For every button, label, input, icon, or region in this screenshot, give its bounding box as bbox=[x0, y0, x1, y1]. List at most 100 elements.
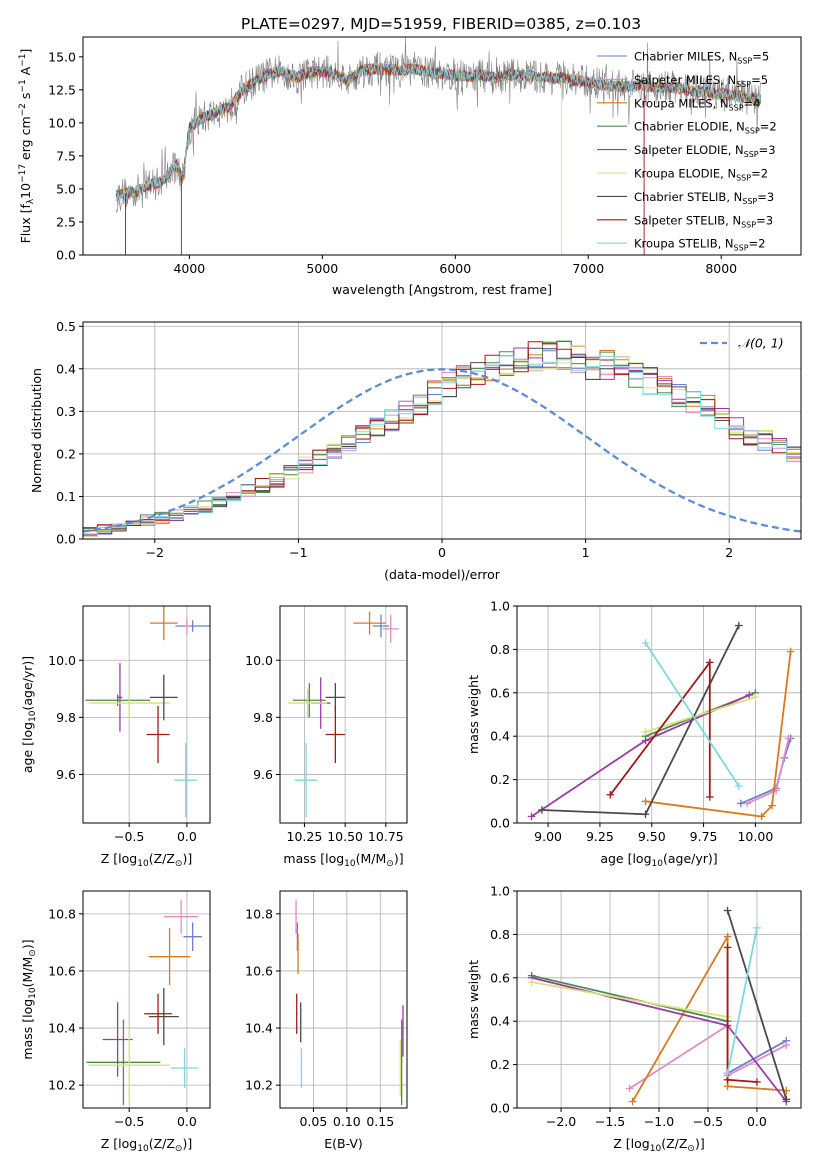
axis-label-part: −1 bbox=[18, 54, 28, 67]
weight-line-kroupa-miles bbox=[645, 651, 792, 818]
weight-vs-z-panel: −2.0 −1.5 −1.0 −0.5 0.0 0.0 0.2 0.4 0.6 0.8 1.0 Z [… bbox=[466, 884, 802, 1154]
y-tick-label: 1.0 bbox=[490, 599, 510, 614]
x-axis-label: Z [log10(Z/Z⊙)] bbox=[101, 851, 192, 869]
legend-label: Chabrier ELODIE, NSSP=2 bbox=[634, 120, 777, 136]
x-tick-label: 9.25 bbox=[586, 829, 614, 844]
y-tick-label: 1.0 bbox=[490, 884, 510, 899]
y-axis-label: mass weight bbox=[466, 960, 481, 1039]
axis-label-part: age [log bbox=[20, 722, 35, 773]
x-tick-label: 0 bbox=[438, 545, 446, 560]
legend-label: Kroupa STELIB, NSSP=2 bbox=[634, 237, 765, 253]
residual-histogram-salpeter-stelib bbox=[83, 341, 801, 532]
axis-label-part: )] bbox=[182, 1136, 192, 1151]
y-axis-label: Normed distribution bbox=[29, 368, 44, 493]
y-tick-label: 9.8 bbox=[56, 710, 76, 725]
plot-area bbox=[83, 340, 801, 537]
legend-text: Chabrier ELODIE, N bbox=[634, 120, 745, 134]
y-tick-label: 9.6 bbox=[56, 767, 76, 782]
legend-text: Chabrier STELIB, N bbox=[634, 190, 742, 204]
axis-label-part: )] bbox=[394, 851, 404, 866]
axis-label-part: 10 bbox=[28, 987, 38, 999]
age-vs-mass-panel: 10.25 10.50 10.75 9.6 9.8 10.0 mass [log10(M/M… bbox=[245, 605, 408, 869]
axis-label-part: mass [log bbox=[283, 851, 344, 866]
x-tick-label: 0.0 bbox=[177, 1114, 197, 1129]
legend-sub: SSP bbox=[734, 244, 749, 253]
axis-label-part: )] bbox=[695, 1136, 705, 1151]
y-tick-label: 10.0 bbox=[245, 653, 273, 668]
x-tick-label: −1.5 bbox=[595, 1114, 625, 1129]
legend-sub: SSP bbox=[745, 127, 760, 136]
x-tick-label: −1.0 bbox=[644, 1114, 674, 1129]
axes-frame bbox=[82, 890, 211, 1109]
plot-area bbox=[288, 611, 399, 818]
axis-label-part: 10 bbox=[344, 859, 356, 869]
legend-label: Chabrier MILES, NSSP=5 bbox=[634, 50, 769, 66]
x-axis-label: E(B-V) bbox=[324, 1136, 363, 1151]
axis-label-part: s bbox=[18, 93, 33, 104]
axes-frame bbox=[82, 605, 211, 824]
axis-label-part: (age/yr)] bbox=[663, 851, 718, 866]
x-axis-label: age [log10(age/yr)] bbox=[600, 851, 717, 869]
y-axis-label: mass [log10(M/M⊙)] bbox=[20, 939, 38, 1059]
legend-text: Kroupa STELIB, N bbox=[634, 237, 734, 251]
residual-histogram-kroupa-stelib bbox=[83, 355, 801, 535]
legend-label: Kroupa MILES, NSSP=4 bbox=[634, 96, 760, 112]
y-tick-label: 9.8 bbox=[253, 710, 273, 725]
weight-line-chabrier-miles bbox=[740, 738, 792, 805]
axis-label-part: ⊙ bbox=[386, 859, 394, 869]
axis-label-part: erg cm bbox=[18, 116, 33, 164]
x-tick-label: 4000 bbox=[173, 261, 205, 276]
legend-sub: SSP bbox=[729, 103, 744, 112]
y-tick-label: 10.2 bbox=[48, 1078, 76, 1093]
weight-line-kroupa-elodie bbox=[531, 981, 728, 1018]
axis-label-part: λ bbox=[26, 198, 36, 204]
y-tick-label: 0.2 bbox=[56, 446, 76, 461]
plot-area bbox=[527, 906, 791, 1106]
x-tick-label: 10.00 bbox=[737, 829, 773, 844]
weight-line-chabrier-elodie bbox=[531, 974, 728, 1023]
weight-vs-age-panel: 9.00 9.25 9.50 9.75 10.00 0.0 0.2 0.4 0.6 0.8 1.0 a… bbox=[466, 599, 802, 869]
x-tick-label: −2 bbox=[146, 545, 164, 560]
legend-tail: =4 bbox=[744, 96, 761, 110]
x-tick-label: 6000 bbox=[439, 261, 471, 276]
x-tick-label: 0.15 bbox=[366, 1114, 394, 1129]
legend-tail: =2 bbox=[749, 237, 766, 251]
y-axis-label: age [log10(age/yr)] bbox=[20, 656, 38, 773]
y-tick-label: 7.5 bbox=[56, 148, 76, 163]
axis-label-part: )] bbox=[20, 939, 35, 949]
legend-label: Kroupa ELODIE, NSSP=2 bbox=[634, 167, 768, 183]
y-tick-label: 15.0 bbox=[48, 49, 76, 64]
axis-label-part: ⊙ bbox=[687, 1144, 695, 1154]
legend-sub: SSP bbox=[736, 80, 751, 89]
legend-text: Chabrier MILES, N bbox=[634, 50, 737, 64]
y-tick-label: 0.2 bbox=[490, 1057, 510, 1072]
mass-vs-ebv-panel: 0.05 0.10 0.15 10.2 10.4 10.6 10.8 E(B-V) bbox=[245, 890, 408, 1151]
weight-line-chabrier-miles bbox=[727, 1039, 787, 1075]
weight-line-salpeter-stelib bbox=[609, 659, 711, 797]
x-tick-label: −0.5 bbox=[114, 1114, 144, 1129]
x-tick-label: −0.5 bbox=[114, 829, 144, 844]
legend-tail: =3 bbox=[756, 213, 773, 227]
y-tick-label: 2.5 bbox=[56, 214, 76, 229]
x-axis-label: wavelength [Angstrom, rest frame] bbox=[332, 282, 552, 297]
weight-line-kroupa-stelib bbox=[726, 927, 758, 1074]
axis-label-part: (Z/Z bbox=[149, 851, 175, 866]
legend-tail: =2 bbox=[760, 120, 777, 134]
legend-tail: =5 bbox=[751, 73, 768, 87]
axis-label-part: Z [log bbox=[101, 851, 137, 866]
legend-tail: =3 bbox=[757, 190, 774, 204]
legend-text: Salpeter STELIB, N bbox=[634, 213, 741, 227]
y-tick-label: 5.0 bbox=[56, 181, 76, 196]
legend-tail: =3 bbox=[759, 143, 776, 157]
y-axis-label: Flux [fλ10−17 erg cm−2 s−1 A−1] bbox=[18, 49, 36, 244]
age-vs-z-panel: −0.5 0.09.69.810.0Z [log10(Z/Z⊙)]age [log… bbox=[20, 605, 211, 869]
model-spectrum-kroupa-stelib bbox=[115, 62, 762, 202]
axis-label-part: −1 bbox=[18, 79, 28, 92]
x-tick-label: 0.0 bbox=[177, 829, 197, 844]
x-tick-label: 1 bbox=[582, 545, 590, 560]
axis-label-part: ⊙ bbox=[28, 949, 38, 957]
legend-sub: SSP bbox=[744, 150, 759, 159]
weight-line-kroupa-stelib bbox=[644, 642, 740, 787]
axis-label-part: (age/yr)] bbox=[20, 656, 35, 711]
